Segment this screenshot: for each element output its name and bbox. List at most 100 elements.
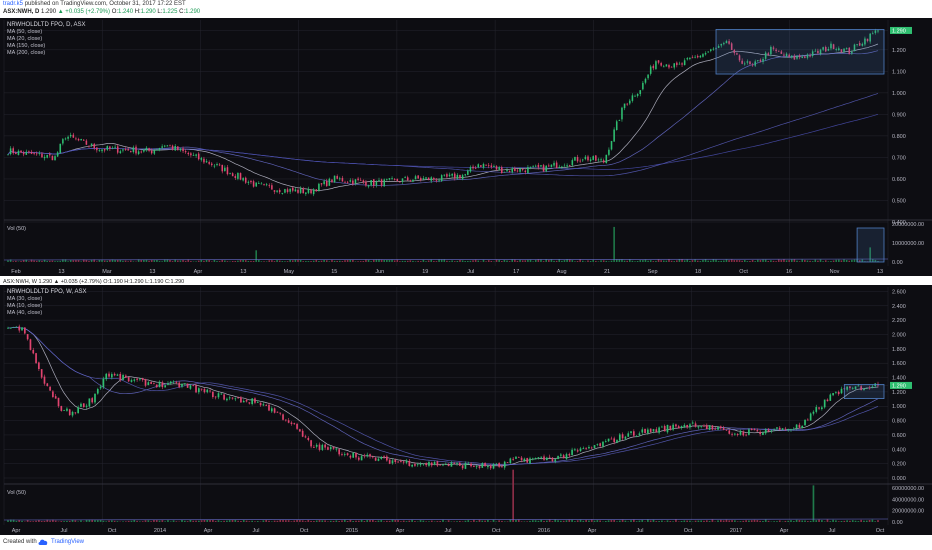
daily-volume-bar bbox=[200, 259, 203, 262]
daily-candle bbox=[103, 148, 106, 151]
daily-candle bbox=[508, 170, 511, 173]
daily-candle bbox=[250, 180, 252, 183]
daily-candle bbox=[845, 48, 848, 49]
weekly-volume-bar bbox=[689, 520, 691, 522]
weekly-volume-bar bbox=[181, 519, 183, 522]
weekly-candle bbox=[324, 444, 326, 448]
weekly-candle bbox=[127, 377, 130, 382]
weekly-candle bbox=[136, 378, 138, 380]
daily-candle bbox=[197, 153, 200, 160]
daily-volume-bar bbox=[177, 260, 179, 262]
daily-candle bbox=[615, 121, 618, 131]
daily-candle bbox=[54, 156, 56, 161]
weekly-candle bbox=[192, 385, 195, 387]
daily-candle bbox=[477, 164, 480, 168]
daily-candle bbox=[629, 100, 631, 104]
footer: Created with TradingView bbox=[0, 535, 932, 550]
daily-volume-bar bbox=[587, 260, 589, 262]
daily-volume-tick: 10000000.00 bbox=[892, 241, 924, 247]
daily-candle bbox=[451, 173, 453, 176]
daily-volume-bar bbox=[668, 259, 670, 262]
weekly-volume-bar bbox=[865, 520, 868, 522]
charts-canvas[interactable]: 1.2901.2001.1001.0000.9000.8000.7000.600… bbox=[0, 0, 932, 535]
daily-candle bbox=[406, 177, 409, 181]
daily-volume-bar bbox=[636, 261, 639, 262]
daily-volume-bar bbox=[187, 259, 190, 262]
weekly-volume-bar bbox=[262, 520, 265, 522]
daily-candle bbox=[772, 47, 775, 49]
weekly-volume-bar bbox=[108, 520, 110, 522]
weekly-volume-bar bbox=[759, 520, 761, 522]
weekly-volume-bar bbox=[742, 520, 745, 522]
daily-volume-bar bbox=[179, 260, 182, 262]
daily-candle bbox=[430, 177, 433, 181]
daily-volume-bar bbox=[9, 259, 12, 262]
daily-candle bbox=[660, 63, 662, 66]
daily-candle bbox=[229, 173, 231, 174]
weekly-volume-bar bbox=[276, 520, 279, 522]
weekly-volume-bar bbox=[206, 519, 209, 522]
weekly-candle bbox=[517, 456, 520, 458]
weekly-candle bbox=[835, 392, 837, 393]
weekly-candle bbox=[338, 449, 341, 455]
daily-candle bbox=[132, 147, 135, 153]
daily-volume-bar bbox=[38, 260, 41, 262]
daily-volume-bar bbox=[132, 261, 135, 262]
daily-candle bbox=[46, 154, 48, 158]
daily-candle bbox=[806, 54, 809, 58]
daily-volume-bar bbox=[197, 260, 200, 262]
author-link[interactable]: tradr.k5 bbox=[3, 1, 24, 7]
weekly-candle bbox=[501, 466, 503, 468]
weekly-volume-bar bbox=[183, 520, 186, 522]
weekly-current-price-label: 1.290 bbox=[892, 383, 906, 389]
daily-candle bbox=[464, 174, 466, 176]
weekly-candle bbox=[349, 455, 352, 458]
daily-candle bbox=[785, 53, 788, 57]
weekly-volume-bar bbox=[436, 521, 439, 522]
daily-candle bbox=[498, 167, 500, 170]
weekly-candle bbox=[80, 403, 82, 407]
daily-candle bbox=[555, 162, 558, 169]
weekly-volume-bar bbox=[652, 519, 655, 522]
daily-candle bbox=[336, 175, 338, 179]
daily-volume-bar bbox=[738, 260, 741, 262]
daily-candle bbox=[686, 58, 689, 60]
daily-volume-bar bbox=[375, 259, 378, 262]
weekly-volume-bar bbox=[240, 521, 242, 522]
weekly-candle bbox=[139, 378, 141, 380]
weekly-volume-bar bbox=[268, 520, 270, 522]
daily-volume-bar bbox=[28, 261, 30, 262]
weekly-candle bbox=[125, 375, 127, 378]
daily-volume-bar bbox=[393, 260, 396, 262]
weekly-candle bbox=[195, 385, 197, 393]
weekly-volume-bar bbox=[223, 520, 225, 522]
tradingview-brand[interactable]: TradingView bbox=[51, 539, 85, 545]
daily-volume-bar bbox=[733, 260, 736, 262]
daily-volume-bar bbox=[318, 261, 320, 262]
daily-candle bbox=[777, 50, 780, 52]
daily-volume-bar bbox=[660, 260, 662, 262]
daily-candle bbox=[579, 160, 581, 162]
daily-candle bbox=[75, 138, 77, 140]
weekly-candle bbox=[734, 433, 736, 435]
daily-volume-bar bbox=[417, 260, 419, 262]
daily-candle bbox=[226, 167, 229, 175]
daily-volume-bar bbox=[213, 259, 216, 262]
weekly-volume-bar bbox=[32, 521, 35, 522]
daily-volume-bar bbox=[41, 260, 43, 262]
daily-volume-bar bbox=[244, 260, 247, 262]
weekly-candle bbox=[736, 433, 739, 435]
daily-volume-bar bbox=[843, 259, 845, 262]
weekly-candle bbox=[781, 428, 784, 430]
weekly-candle bbox=[422, 463, 425, 465]
weekly-candle bbox=[832, 393, 834, 396]
daily-panel-background bbox=[0, 18, 932, 276]
daily-candle bbox=[704, 53, 707, 55]
weekly-candle bbox=[638, 433, 641, 436]
weekly-price-tick: 1.400 bbox=[892, 376, 906, 382]
weekly-candle bbox=[108, 373, 110, 377]
weekly-volume-bar bbox=[722, 520, 725, 522]
daily-candle bbox=[184, 151, 187, 153]
weekly-volume-bar bbox=[388, 520, 391, 522]
daily-x-tick: 13 bbox=[877, 269, 883, 275]
